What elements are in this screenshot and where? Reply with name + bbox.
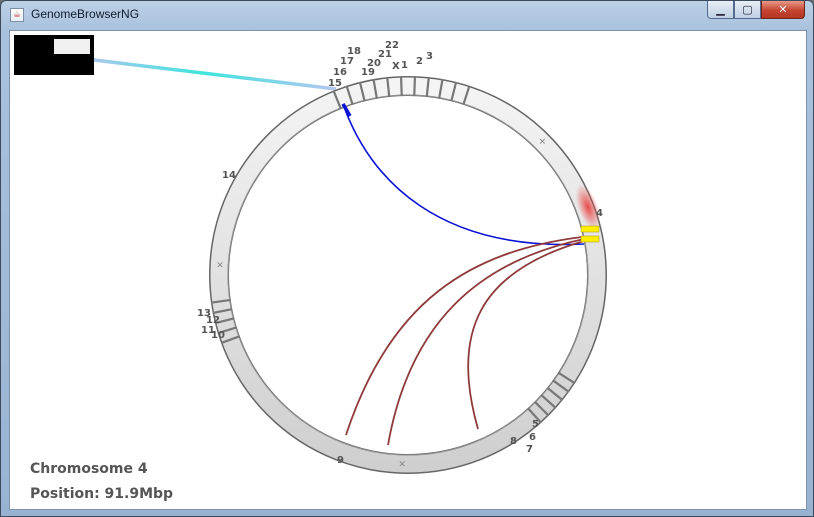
chrom-label-10[interactable]: 10 [211, 330, 225, 341]
chrom-label-x[interactable]: X [392, 61, 400, 72]
centromere-mark: ✕ [398, 460, 406, 470]
chromosome-boundary-tick [527, 407, 542, 424]
genome-canvas[interactable]: ✕ ✕ ✕ 1 2 3 4 5 6 7 8 [9, 30, 807, 510]
java-app-icon: ☕ [10, 8, 24, 22]
chromosome-boundary-tick [212, 308, 233, 314]
chromosome-boundary-tick [372, 78, 378, 99]
centromere-mark: ✕ [539, 137, 547, 147]
chromosome-boundary-tick [462, 85, 471, 105]
chromosome-boundary-tick [386, 76, 391, 98]
chromosome-boundary-tick [552, 379, 570, 393]
chrom-label-21[interactable]: 21 [378, 49, 392, 60]
minimize-button[interactable]: ▁ [707, 1, 734, 19]
chromosome-ring[interactable] [210, 77, 606, 473]
chrom-label-9[interactable]: 9 [337, 455, 344, 466]
chromosome-boundary-tick [534, 401, 550, 417]
chrom-label-6[interactable]: 6 [529, 432, 536, 443]
chromosome-boundary-tick [413, 76, 417, 97]
chromosome-boundary-tick [546, 387, 563, 401]
chrom-label-18[interactable]: 18 [347, 46, 361, 57]
overview-thumbnail[interactable] [14, 35, 94, 75]
chromosome-boundary-tick [217, 326, 237, 334]
chrom-label-19[interactable]: 19 [361, 67, 375, 78]
window-controls: ▁ ▢ ✕ [707, 1, 805, 21]
chromosome-boundary-tick [358, 81, 366, 102]
centromere-mark: ✕ [216, 261, 224, 271]
chrom-label-13[interactable]: 13 [197, 308, 211, 319]
marker-top [580, 225, 600, 233]
link-4-9-a[interactable] [345, 236, 583, 436]
window-title: GenomeBrowserNG [31, 7, 140, 21]
chromosome-boundary-tick [399, 76, 403, 97]
chrom-label-7[interactable]: 7 [526, 444, 533, 455]
link-selected-anchor [341, 103, 352, 117]
chrom-label-20[interactable]: 20 [367, 58, 381, 69]
chromosome-info: Chromosome 4 [30, 461, 148, 477]
chromosome-boundary-tick [540, 394, 557, 409]
chrom-label-4[interactable]: 4 [596, 208, 603, 219]
chrom-label-5[interactable]: 5 [532, 419, 539, 430]
chrom-label-22[interactable]: 22 [385, 40, 399, 51]
overview-viewport[interactable] [54, 39, 90, 54]
circular-genome-view[interactable]: ✕ ✕ ✕ 1 2 3 4 5 6 7 8 [10, 31, 806, 509]
chromosome-boundary-tick [210, 298, 231, 304]
chrom-label-3[interactable]: 3 [426, 51, 433, 62]
title-bar[interactable]: ☕ GenomeBrowserNG ▁ ▢ ✕ [1, 1, 813, 29]
link-4-8[interactable] [467, 240, 585, 430]
ring-inner-edge [227, 94, 589, 456]
chrom-label-14[interactable]: 14 [222, 170, 236, 181]
overview-connector-line [93, 58, 337, 91]
marker-bottom [580, 235, 600, 243]
chrom-label-15[interactable]: 15 [328, 78, 342, 89]
centromere-marks: ✕ ✕ ✕ [216, 137, 546, 470]
chromosome-labels: 1 2 3 4 5 6 7 8 9 10 11 12 13 14 15 16 1… [197, 40, 603, 466]
maximize-button[interactable]: ▢ [734, 1, 761, 19]
chrom-label-17[interactable]: 17 [340, 56, 354, 67]
position-info: Position: 91.9Mbp [30, 486, 174, 502]
chrom-label-8[interactable]: 8 [510, 436, 517, 447]
chromosome-boundary-tick [214, 317, 235, 325]
selected-position-marker[interactable] [580, 225, 600, 243]
chrom-label-16[interactable]: 16 [333, 67, 347, 78]
link-selected[interactable] [342, 103, 585, 246]
chromosome-boundary-tick [450, 81, 458, 102]
chromosome-boundary-tick [438, 78, 444, 99]
chrom-label-1[interactable]: 1 [401, 60, 408, 71]
close-button[interactable]: ✕ [761, 1, 805, 19]
chrom-label-2[interactable]: 2 [416, 56, 423, 67]
chromosome-boundary-tick [220, 335, 240, 344]
link-4-9-b[interactable] [387, 238, 585, 446]
chromosome-boundary-tick [425, 76, 430, 98]
chrom-label-12[interactable]: 12 [206, 315, 220, 326]
region-highlight [575, 184, 601, 230]
chromosome-boundary-tick [345, 85, 354, 105]
chrom-label-11[interactable]: 11 [201, 325, 215, 336]
chromosome-boundary-tick [557, 371, 576, 384]
chromosome-boundary-tick [332, 90, 342, 110]
chromosome-boundaries [210, 76, 576, 424]
